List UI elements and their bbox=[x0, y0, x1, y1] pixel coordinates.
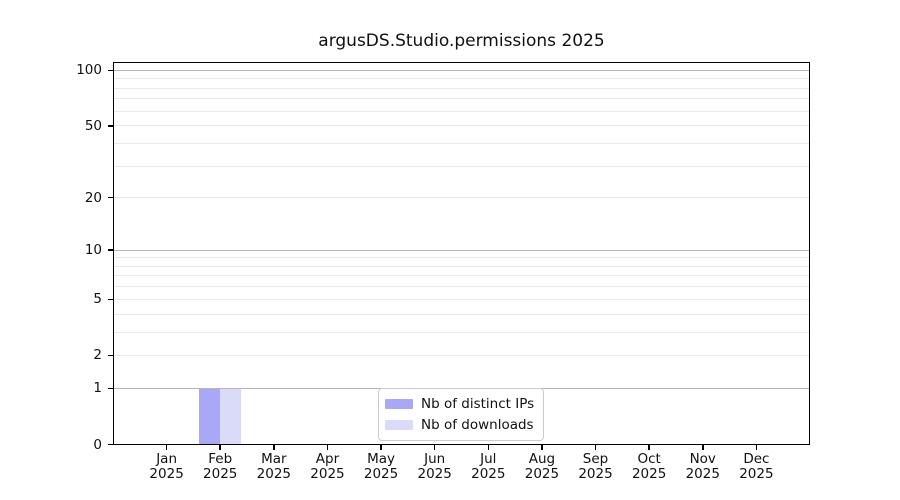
y-tick-mark bbox=[107, 354, 113, 357]
x-axis-tick-label: Dec 2025 bbox=[739, 450, 774, 482]
x-tick-mark bbox=[702, 444, 704, 450]
gridline-minor bbox=[114, 165, 809, 167]
x-tick-mark bbox=[219, 444, 221, 450]
gridline-minor bbox=[114, 87, 809, 89]
gridline-minor bbox=[114, 286, 809, 288]
gridline-minor bbox=[114, 110, 809, 112]
gridline-minor bbox=[114, 197, 809, 199]
y-tick-mark bbox=[107, 125, 113, 127]
x-tick-mark bbox=[165, 444, 168, 450]
gridline-minor bbox=[114, 331, 809, 333]
y-axis-tick-label: 5 bbox=[93, 291, 102, 308]
y-tick-mark bbox=[107, 196, 113, 199]
x-axis-tick-label: Jun 2025 bbox=[417, 450, 452, 482]
bar-distinct-ips bbox=[198, 388, 220, 444]
y-axis-tick-label: 10 bbox=[84, 242, 102, 259]
gridline-minor bbox=[114, 142, 809, 144]
x-axis-tick-label: Mar 2025 bbox=[256, 450, 292, 482]
y-tick-mark bbox=[107, 298, 113, 300]
gridline-minor bbox=[114, 313, 809, 315]
y-axis-tick-label: 0 bbox=[93, 436, 102, 453]
gridline-minor bbox=[114, 354, 809, 356]
x-tick-mark bbox=[273, 444, 275, 450]
bar-downloads bbox=[219, 388, 241, 444]
gridline-minor bbox=[114, 265, 809, 267]
x-axis-tick-label: Jan 2025 bbox=[149, 450, 184, 482]
x-axis-tick-label: Feb 2025 bbox=[203, 450, 238, 482]
legend-swatch-downloads bbox=[385, 420, 413, 430]
legend-item-downloads: Nb of downloads bbox=[385, 417, 535, 433]
x-axis-tick-label: Nov 2025 bbox=[685, 450, 720, 482]
x-tick-mark bbox=[326, 444, 329, 450]
plot-area bbox=[113, 62, 810, 445]
legend-item-distinct-ips: Nb of distinct IPs bbox=[385, 396, 535, 412]
legend-swatch-distinct-ips bbox=[385, 399, 413, 409]
y-axis-tick-label: 2 bbox=[93, 347, 102, 364]
legend: Nb of distinct IPs Nb of downloads bbox=[378, 388, 544, 441]
y-tick-mark bbox=[107, 443, 113, 446]
x-tick-mark bbox=[487, 444, 490, 450]
x-tick-mark bbox=[755, 444, 758, 450]
y-tick-mark bbox=[107, 69, 113, 72]
y-tick-mark bbox=[107, 249, 113, 251]
legend-label-downloads: Nb of downloads bbox=[421, 417, 534, 433]
x-axis-tick-label: May 2025 bbox=[363, 450, 399, 482]
gridline-minor bbox=[114, 257, 809, 259]
x-tick-mark bbox=[433, 444, 436, 450]
x-tick-mark bbox=[594, 444, 597, 450]
x-tick-mark bbox=[648, 444, 650, 450]
gridline-minor bbox=[114, 275, 809, 277]
x-axis-tick-label: Oct 2025 bbox=[631, 450, 667, 482]
x-tick-mark bbox=[380, 444, 382, 450]
y-axis-tick-label: 1 bbox=[93, 380, 102, 397]
y-axis-tick-label: 20 bbox=[84, 189, 102, 206]
y-axis-tick-label: 100 bbox=[76, 62, 102, 79]
gridline-minor bbox=[114, 78, 809, 80]
legend-label-distinct-ips: Nb of distinct IPs bbox=[421, 396, 535, 412]
gridline-major bbox=[114, 69, 809, 72]
x-axis-tick-label: Sep 2025 bbox=[578, 450, 613, 482]
x-tick-mark bbox=[541, 444, 543, 450]
y-axis-tick-label: 50 bbox=[84, 117, 102, 134]
y-tick-mark bbox=[107, 387, 113, 390]
x-axis-tick-label: Aug 2025 bbox=[524, 450, 560, 482]
gridline-minor bbox=[114, 98, 809, 100]
chart-title: argusDS.Studio.permissions 2025 bbox=[318, 31, 605, 51]
x-axis-tick-label: Apr 2025 bbox=[310, 450, 345, 482]
gridline-major bbox=[114, 249, 809, 251]
x-axis-tick-label: Jul 2025 bbox=[471, 450, 506, 482]
gridline-minor bbox=[114, 125, 809, 127]
gridline-minor bbox=[114, 298, 809, 300]
